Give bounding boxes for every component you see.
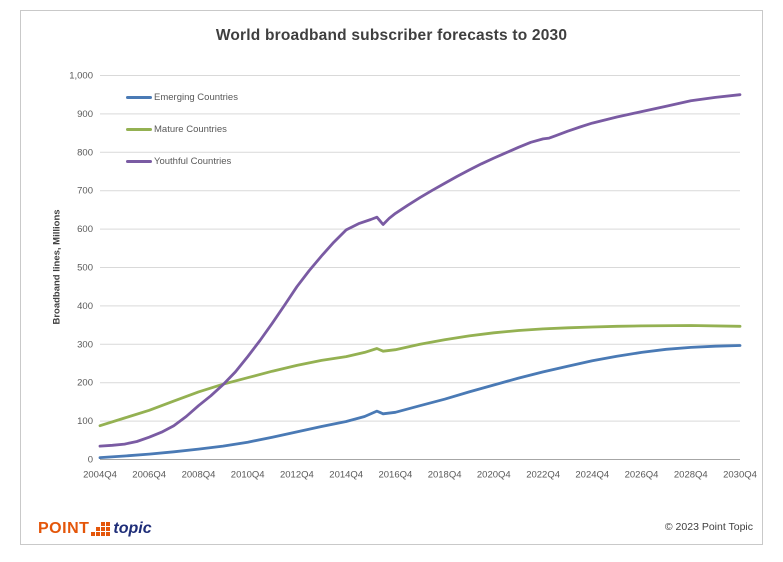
logo-topic-text: topic (113, 520, 152, 537)
y-tick-label: 700 (77, 186, 93, 197)
x-tick-label: 2008Q4 (182, 470, 216, 481)
x-tick-label: 2024Q4 (575, 470, 609, 481)
x-tick-label: 2004Q4 (83, 470, 117, 481)
point-topic-logo: POINT topic (38, 518, 152, 538)
x-tick-label: 2030Q4 (723, 470, 757, 481)
y-tick-label: 1,000 (69, 71, 93, 82)
y-tick-label: 900 (77, 109, 93, 120)
legend-item-emerging: Emerging Countries (126, 90, 238, 105)
legend-label-youthful: Youthful Countries (154, 156, 232, 167)
x-tick-label: 2012Q4 (280, 470, 314, 481)
legend-swatch-mature (126, 127, 152, 132)
y-tick-label: 500 (77, 263, 93, 274)
logo-point-text: POINT (38, 520, 90, 537)
legend-swatch-emerging (126, 95, 152, 100)
y-tick-label: 300 (77, 339, 93, 350)
series-line-0 (98, 344, 742, 460)
y-tick-label: 600 (77, 224, 93, 235)
logo-squares-icon (96, 522, 111, 536)
legend-item-mature: Mature Countries (126, 122, 238, 137)
chart-title: World broadband subscriber forecasts to … (215, 27, 568, 44)
x-tick-label: 2026Q4 (625, 470, 659, 481)
series-line-2 (98, 93, 742, 448)
series-line-1 (98, 324, 742, 428)
legend-label-emerging: Emerging Countries (154, 92, 238, 103)
legend-swatch-youthful (126, 159, 152, 164)
x-tick-label: 2014Q4 (329, 470, 363, 481)
x-tick-label: 2020Q4 (477, 470, 511, 481)
legend-item-youthful: Youthful Countries (126, 154, 238, 169)
chart-legend: Emerging Countries Mature Countries Yout… (126, 90, 238, 186)
x-tick-label: 2022Q4 (526, 470, 560, 481)
x-tick-label: 2006Q4 (132, 470, 166, 481)
y-tick-label: 0 (88, 455, 93, 466)
logo-dot-icon (91, 532, 96, 536)
copyright-text: © 2023 Point Topic (664, 521, 753, 533)
y-tick-label: 100 (77, 416, 93, 427)
legend-label-mature: Mature Countries (154, 124, 227, 135)
y-tick-label: 800 (77, 147, 93, 158)
x-tick-label: 2016Q4 (378, 470, 412, 481)
x-tick-label: 2018Q4 (428, 470, 462, 481)
y-tick-label: 200 (77, 378, 93, 389)
x-tick-label: 2028Q4 (674, 470, 708, 481)
x-tick-label: 2010Q4 (231, 470, 265, 481)
y-tick-label: 400 (77, 301, 93, 312)
y-axis-title: Broadband lines, Millions (51, 209, 63, 325)
